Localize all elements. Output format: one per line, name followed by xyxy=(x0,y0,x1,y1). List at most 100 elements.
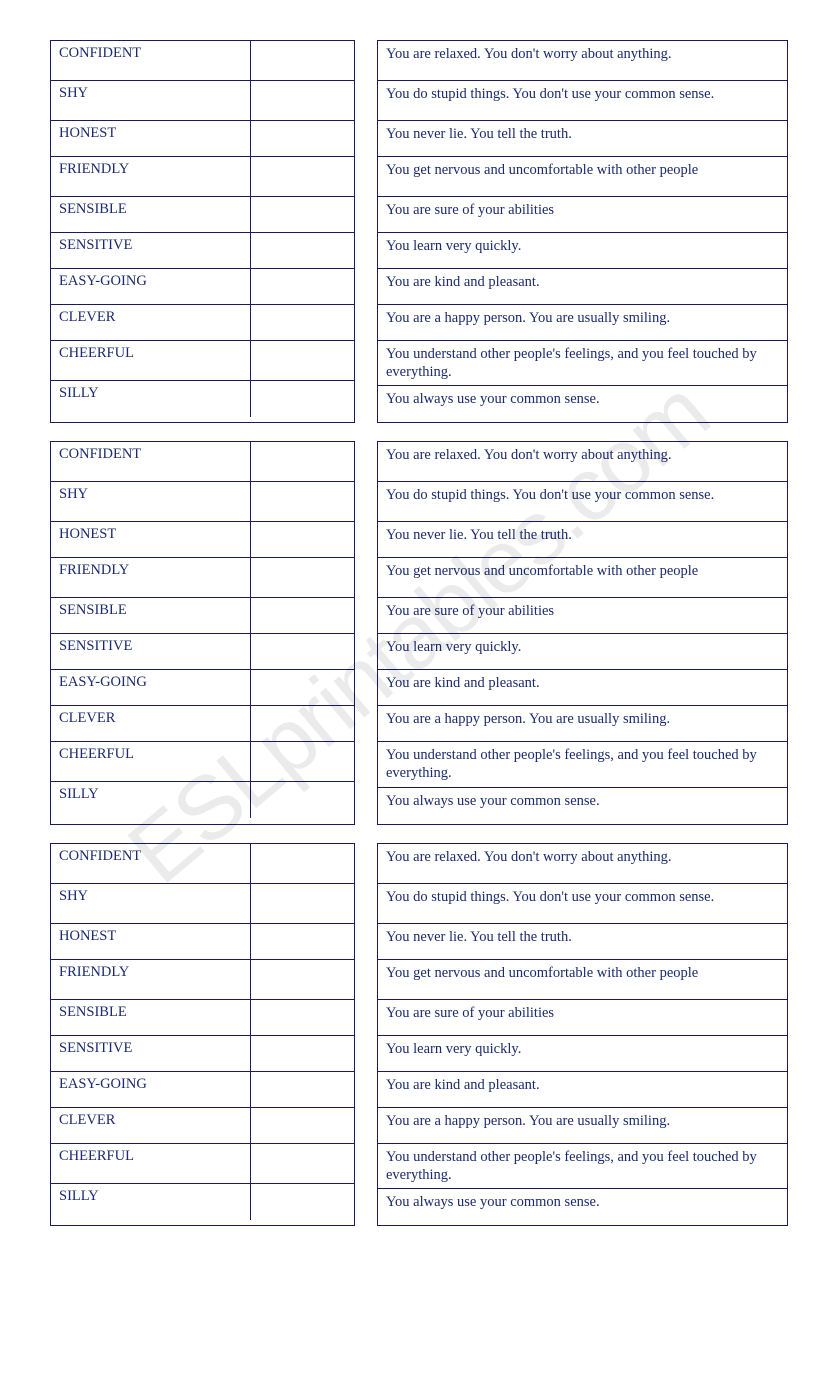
empty-cell xyxy=(251,558,354,597)
empty-cell xyxy=(251,924,354,959)
definition-cell: You understand other people's feelings, … xyxy=(378,1144,787,1188)
term-cell: CLEVER xyxy=(51,706,251,741)
table-row: EASY-GOING xyxy=(51,670,354,706)
table-row: You are relaxed. You don't worry about a… xyxy=(378,41,787,81)
table-row: You always use your common sense. xyxy=(378,788,787,824)
definition-cell: You learn very quickly. xyxy=(378,1036,527,1071)
term-cell: CLEVER xyxy=(51,1108,251,1143)
table-row: You learn very quickly. xyxy=(378,634,787,670)
empty-cell xyxy=(251,1184,354,1220)
definition-cell: You are kind and pleasant. xyxy=(378,269,546,304)
table-row: CONFIDENT xyxy=(51,442,354,482)
empty-cell xyxy=(251,81,354,120)
table-row: CLEVER xyxy=(51,706,354,742)
table-row: HONEST xyxy=(51,522,354,558)
terms-table: CONFIDENTSHYHONESTFRIENDLYSENSIBLESENSIT… xyxy=(50,843,355,1226)
definition-cell: You are kind and pleasant. xyxy=(378,670,546,705)
table-row: SILLY xyxy=(51,381,354,417)
empty-cell xyxy=(251,482,354,521)
table-row: You are sure of your abilities xyxy=(378,197,787,233)
empty-cell xyxy=(251,1108,354,1143)
table-row: You get nervous and uncomfortable with o… xyxy=(378,558,787,598)
table-row: You never lie. You tell the truth. xyxy=(378,924,787,960)
table-row: You are a happy person. You are usually … xyxy=(378,1108,787,1144)
empty-cell xyxy=(251,233,354,268)
table-row: FRIENDLY xyxy=(51,558,354,598)
table-row: SHY xyxy=(51,81,354,121)
table-row: SENSIBLE xyxy=(51,197,354,233)
term-cell: SHY xyxy=(51,81,251,120)
table-row: You are relaxed. You don't worry about a… xyxy=(378,844,787,884)
empty-cell xyxy=(251,341,354,380)
definition-cell: You do stupid things. You don't use your… xyxy=(378,482,720,521)
term-cell: FRIENDLY xyxy=(51,558,251,597)
table-row: You are sure of your abilities xyxy=(378,598,787,634)
terms-table: CONFIDENTSHYHONESTFRIENDLYSENSIBLESENSIT… xyxy=(50,441,355,824)
empty-cell xyxy=(251,782,354,818)
term-cell: EASY-GOING xyxy=(51,1072,251,1107)
term-cell: CONFIDENT xyxy=(51,442,251,481)
definition-cell: You learn very quickly. xyxy=(378,634,527,669)
table-row: You learn very quickly. xyxy=(378,233,787,269)
definition-cell: You never lie. You tell the truth. xyxy=(378,924,578,959)
definition-cell: You always use your common sense. xyxy=(378,788,606,824)
empty-cell xyxy=(251,381,354,417)
table-row: You are kind and pleasant. xyxy=(378,670,787,706)
empty-cell xyxy=(251,305,354,340)
term-cell: CHEERFUL xyxy=(51,742,251,781)
empty-cell xyxy=(251,1000,354,1035)
term-cell: CONFIDENT xyxy=(51,844,251,883)
table-row: You are sure of your abilities xyxy=(378,1000,787,1036)
term-cell: SENSITIVE xyxy=(51,1036,251,1071)
empty-cell xyxy=(251,960,354,999)
definition-cell: You are sure of your abilities xyxy=(378,1000,560,1035)
term-cell: SHY xyxy=(51,884,251,923)
term-cell: CHEERFUL xyxy=(51,341,251,380)
table-row: EASY-GOING xyxy=(51,269,354,305)
table-row: HONEST xyxy=(51,924,354,960)
definition-cell: You get nervous and uncomfortable with o… xyxy=(378,157,704,196)
table-row: CHEERFUL xyxy=(51,341,354,381)
definition-cell: You never lie. You tell the truth. xyxy=(378,121,578,156)
empty-cell xyxy=(251,742,354,781)
table-row: You are kind and pleasant. xyxy=(378,1072,787,1108)
empty-cell xyxy=(251,269,354,304)
table-row: You are relaxed. You don't worry about a… xyxy=(378,442,787,482)
empty-cell xyxy=(251,121,354,156)
definition-cell: You are relaxed. You don't worry about a… xyxy=(378,442,677,481)
term-cell: HONEST xyxy=(51,924,251,959)
table-row: You are a happy person. You are usually … xyxy=(378,305,787,341)
empty-cell xyxy=(251,442,354,481)
table-row: You do stupid things. You don't use your… xyxy=(378,482,787,522)
empty-cell xyxy=(251,634,354,669)
empty-cell xyxy=(251,670,354,705)
table-row: SENSITIVE xyxy=(51,634,354,670)
table-row: You get nervous and uncomfortable with o… xyxy=(378,157,787,197)
table-row: You learn very quickly. xyxy=(378,1036,787,1072)
empty-cell xyxy=(251,1036,354,1071)
table-row: SENSITIVE xyxy=(51,233,354,269)
table-row: You do stupid things. You don't use your… xyxy=(378,81,787,121)
empty-cell xyxy=(251,197,354,232)
table-block: CONFIDENTSHYHONESTFRIENDLYSENSIBLESENSIT… xyxy=(50,441,788,824)
definition-cell: You understand other people's feelings, … xyxy=(378,341,787,385)
definition-cell: You understand other people's feelings, … xyxy=(378,742,787,786)
table-row: FRIENDLY xyxy=(51,157,354,197)
table-row: You understand other people's feelings, … xyxy=(378,742,787,787)
table-row: You never lie. You tell the truth. xyxy=(378,522,787,558)
table-block: CONFIDENTSHYHONESTFRIENDLYSENSIBLESENSIT… xyxy=(50,40,788,423)
definition-cell: You do stupid things. You don't use your… xyxy=(378,81,720,120)
term-cell: EASY-GOING xyxy=(51,670,251,705)
table-row: You are a happy person. You are usually … xyxy=(378,706,787,742)
table-row: CHEERFUL xyxy=(51,1144,354,1184)
term-cell: SENSITIVE xyxy=(51,634,251,669)
term-cell: CHEERFUL xyxy=(51,1144,251,1183)
table-row: You understand other people's feelings, … xyxy=(378,341,787,386)
term-cell: SILLY xyxy=(51,381,251,417)
term-cell: SENSIBLE xyxy=(51,197,251,232)
definition-cell: You do stupid things. You don't use your… xyxy=(378,884,720,923)
table-row: CHEERFUL xyxy=(51,742,354,782)
empty-cell xyxy=(251,157,354,196)
table-row: CLEVER xyxy=(51,1108,354,1144)
table-row: CLEVER xyxy=(51,305,354,341)
